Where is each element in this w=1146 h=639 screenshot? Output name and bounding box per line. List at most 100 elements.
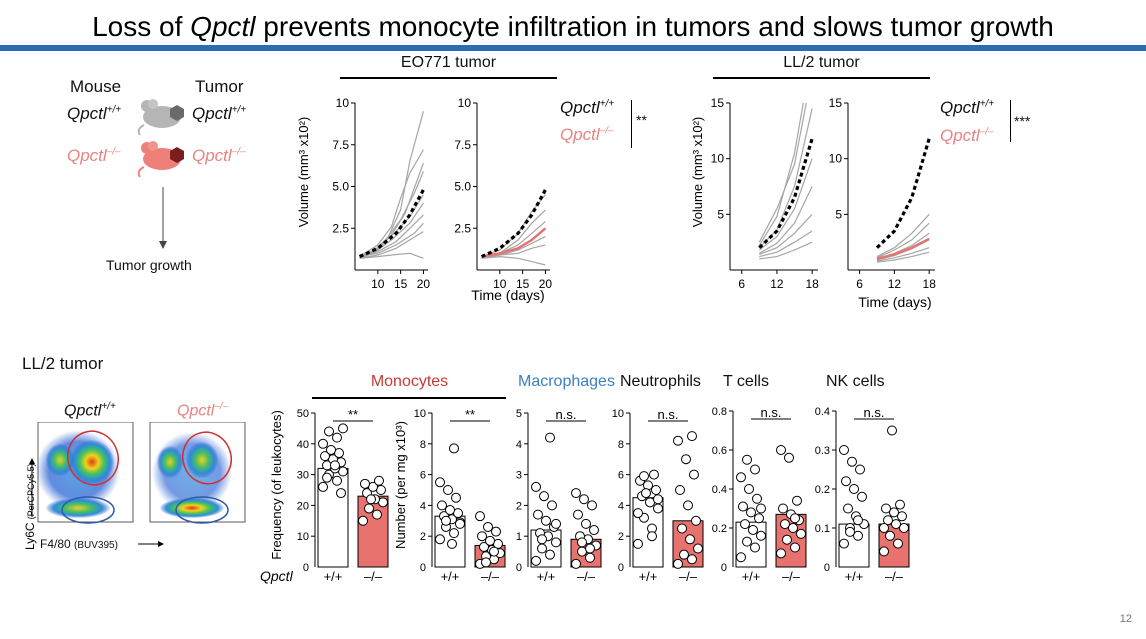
growth-panel-3: 5 10 15 6 12 18: [829, 96, 937, 291]
individual-tumor-line: [759, 241, 813, 260]
data-point: [491, 526, 501, 537]
data-point: [360, 478, 370, 489]
data-point: [579, 494, 589, 505]
dot-panel-4: 0 0.2 0.4 0.6 0.8 +/+ –/– n.s.: [712, 405, 807, 584]
data-point: [551, 518, 561, 529]
data-point: [881, 503, 891, 514]
data-point: [358, 515, 368, 526]
data-point: [879, 523, 889, 533]
flow-x-arrow-icon: [138, 541, 164, 547]
data-point: [742, 454, 752, 465]
data-point: [748, 524, 758, 535]
group-label: –/–: [577, 569, 596, 584]
data-point: [683, 500, 693, 511]
tumor-label: Tumor: [195, 77, 244, 96]
y-tick-label: 0.2: [712, 523, 727, 535]
data-point: [330, 460, 340, 471]
data-point: [573, 509, 583, 520]
y-tick-label: 5: [835, 207, 842, 221]
individual-tumor-line: [359, 231, 424, 259]
y-tick-label: 8: [618, 439, 624, 451]
data-point: [585, 543, 595, 554]
data-point: [885, 530, 895, 541]
data-point: [649, 469, 659, 480]
y-tick-label: 2: [516, 500, 522, 512]
data-point: [326, 444, 336, 455]
data-point: [581, 518, 591, 529]
y-tick-label: 7.5: [332, 138, 349, 152]
y-tick-label: 10: [458, 96, 472, 110]
y-tick-label: 0: [303, 562, 309, 574]
flow-y-label-sub: (PerCPCy5.5): [26, 463, 36, 519]
mouse-label: Mouse: [70, 77, 122, 96]
data-point: [547, 500, 557, 511]
data-point: [322, 472, 332, 483]
eo771-ylabel: Volume (mm³ x10²): [296, 117, 311, 228]
x-tick-label: 15: [394, 277, 408, 291]
data-point: [455, 518, 465, 529]
svg-text:Ly6C(PerCPCy5.5): Ly6C (PerCPCy5.5): [23, 463, 37, 550]
mean-line-wt: [875, 138, 931, 249]
num-ylabel: Number (per mg x10³): [393, 421, 408, 549]
individual-tumor-line: [876, 251, 930, 263]
y-tick-label: 30: [297, 470, 309, 482]
y-tick-label: 0.1: [815, 523, 830, 535]
data-point: [754, 513, 764, 524]
page-number: 12: [1119, 613, 1132, 625]
mean-line-ko: [481, 227, 547, 258]
data-point: [533, 509, 543, 520]
group-label: –/–: [885, 569, 904, 584]
title-accent-bar: [0, 45, 1146, 51]
y-tick-label: 4: [420, 500, 426, 512]
data-point: [571, 488, 581, 499]
significance-label: **: [348, 407, 358, 422]
ll2-sig-bracket: [1010, 100, 1011, 142]
dot-panel-3: 0 2 4 6 8 10 +/+ –/– n.s.: [612, 407, 704, 584]
dot-panel-5: 0 0.1 0.2 0.3 0.4 +/+ –/– n.s.: [815, 405, 910, 584]
eo771-legend-wt: Qpctl+/+: [560, 98, 615, 117]
data-point: [545, 432, 555, 443]
data-point: [366, 494, 376, 505]
y-tick-label: 15: [829, 96, 843, 110]
y-tick-label: 2.5: [454, 221, 471, 235]
data-point: [790, 513, 800, 524]
individual-tumor-line: [758, 158, 813, 251]
y-tick-label: 10: [829, 152, 843, 166]
y-tick-label: 5: [516, 408, 522, 420]
group-label: –/–: [364, 569, 383, 584]
data-point: [332, 475, 342, 486]
data-point: [483, 521, 493, 532]
data-point: [750, 542, 760, 553]
tumor-growth-label: Tumor growth: [106, 257, 192, 273]
data-point: [839, 538, 849, 549]
data-point: [653, 494, 663, 505]
data-point: [551, 537, 561, 548]
group-label: –/–: [679, 569, 698, 584]
dot-panel-2: 0 1 2 3 4 5 +/+ –/– n.s.: [516, 407, 602, 584]
individual-tumor-line: [759, 213, 813, 255]
individual-tumor-line: [758, 108, 813, 249]
data-point: [744, 484, 754, 494]
data-point: [539, 491, 549, 502]
data-point: [479, 541, 489, 552]
data-point: [883, 515, 893, 526]
data-point: [585, 552, 595, 563]
y-tick-label: 2.5: [332, 221, 349, 235]
individual-tumor-line: [876, 247, 930, 262]
data-point: [531, 555, 541, 566]
data-point: [485, 535, 495, 546]
monocytes-header-rule: [312, 397, 506, 399]
y-tick-label: 0: [618, 562, 624, 574]
ll2-header: LL/2 tumor: [783, 54, 860, 71]
y-tick-label: 0.2: [815, 484, 830, 496]
group-label: +/+: [845, 569, 864, 584]
ll2-significance: ***: [1014, 113, 1031, 129]
data-point: [843, 503, 853, 514]
significance-label: n.s.: [658, 407, 679, 422]
data-point: [847, 456, 857, 467]
data-point: [742, 536, 752, 547]
data-point: [796, 528, 806, 539]
mouse-schematic: [137, 99, 184, 249]
data-point: [780, 519, 790, 530]
data-point: [320, 451, 330, 462]
